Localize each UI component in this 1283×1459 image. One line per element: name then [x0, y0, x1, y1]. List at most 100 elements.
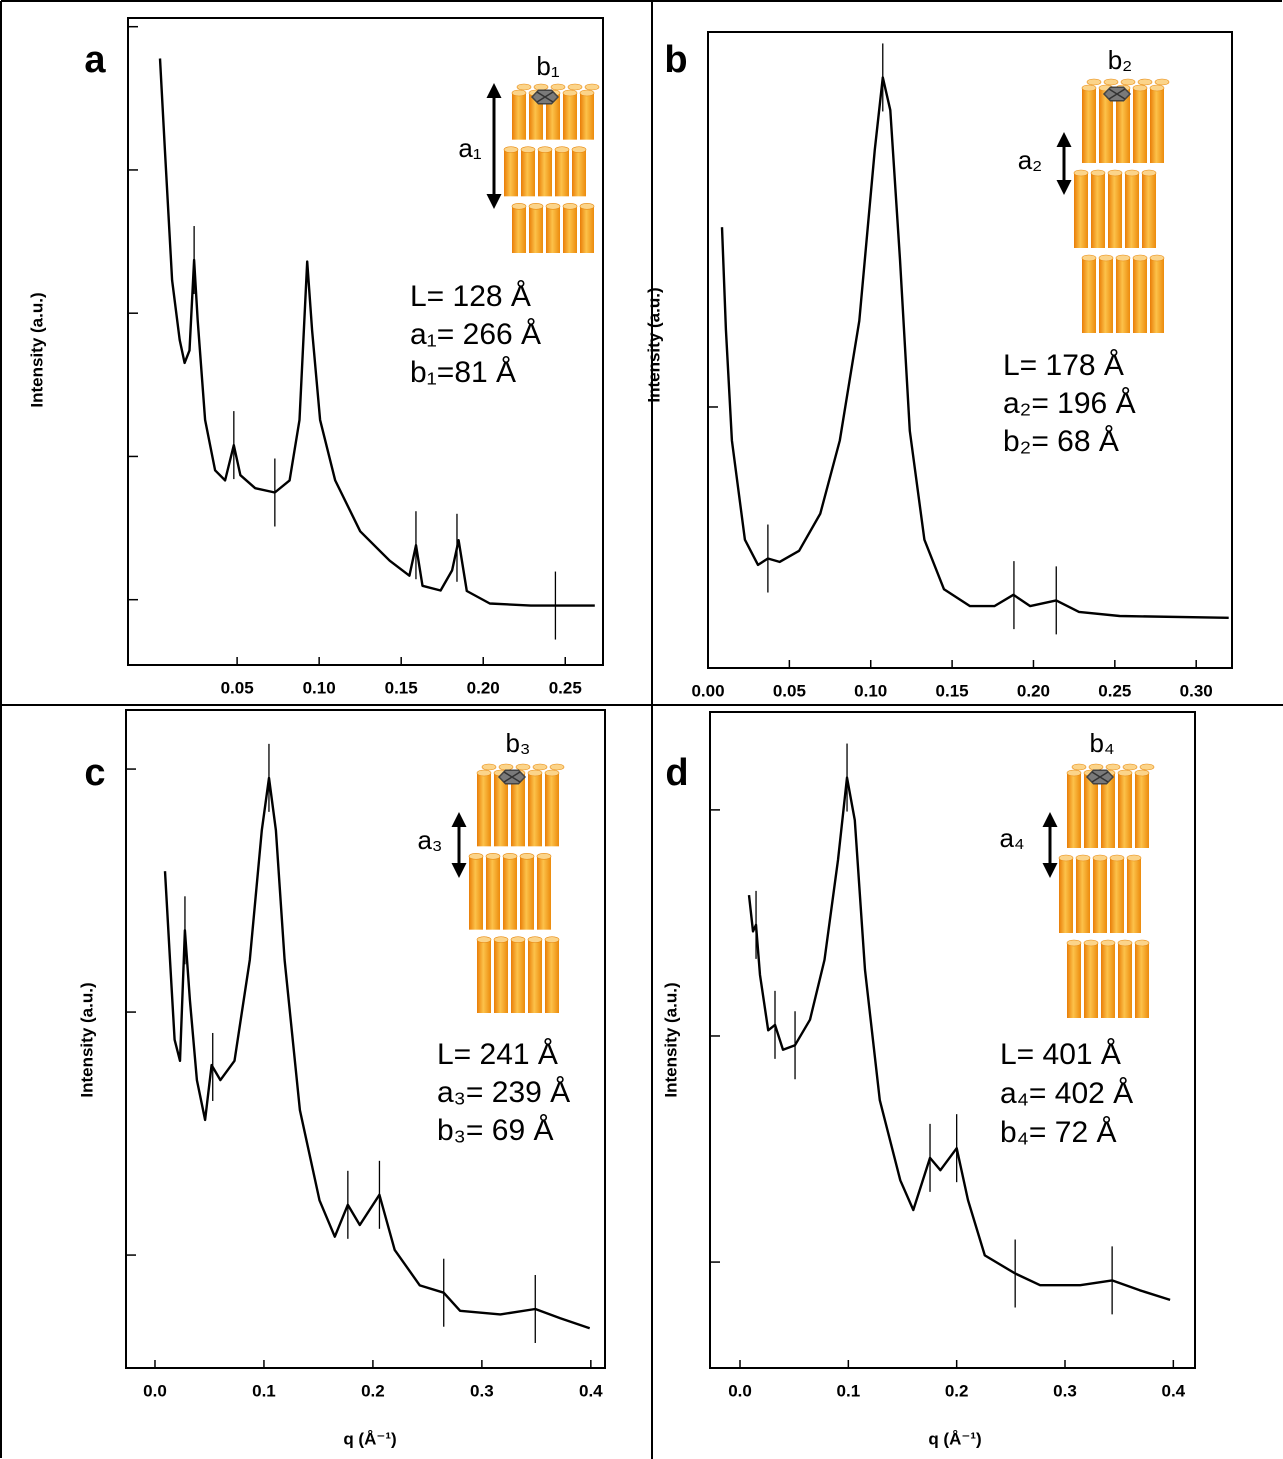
- cylinder-top: [502, 853, 518, 860]
- cylinder: [1150, 88, 1164, 163]
- cylinder: [1135, 773, 1149, 848]
- cylinder-top: [1124, 169, 1140, 177]
- annotation: L= 128 Å: [410, 280, 531, 313]
- cylinder: [528, 773, 542, 847]
- cylinder-top: [1081, 84, 1097, 92]
- x-axis-label: q (Å⁻¹): [343, 1429, 396, 1448]
- cylinder-top: [516, 83, 532, 91]
- x-tick-label: 0.2: [361, 1381, 385, 1400]
- cylinder: [1101, 943, 1115, 1018]
- plot-frame: [127, 17, 604, 666]
- plot-frame: [125, 709, 606, 1369]
- cylinder: [1118, 943, 1132, 1018]
- y-axis-label: Intensity (a.u.): [77, 982, 96, 1097]
- cylinder: [1110, 858, 1124, 933]
- cylinder: [572, 149, 586, 197]
- cylinder-top: [1149, 84, 1165, 92]
- inset-label: a₂: [1018, 145, 1043, 175]
- cylinder-top: [1098, 254, 1114, 262]
- hexagon-cross: [503, 771, 521, 783]
- annotation: b₄= 72 Å: [1000, 1116, 1117, 1149]
- structure-inset: [486, 83, 600, 253]
- annotation: b₂= 68 Å: [1003, 425, 1119, 458]
- cylinder: [528, 939, 542, 1013]
- cylinder: [477, 773, 491, 847]
- x-tick-label: 0.1: [252, 1381, 276, 1400]
- cylinder: [1084, 773, 1098, 848]
- cylinder-top: [1134, 769, 1150, 777]
- x-tick-label: 0.0: [143, 1381, 167, 1400]
- cylinder: [511, 939, 525, 1013]
- cylinder: [512, 206, 526, 253]
- intensity-curve: [158, 58, 595, 607]
- y-axis-label: Intensity (a.u.): [27, 292, 46, 407]
- hexagon-cross: [536, 91, 554, 103]
- cylinder-top: [549, 763, 565, 771]
- cylinder-top: [544, 936, 560, 943]
- cylinder-top: [1117, 939, 1133, 947]
- inset-label: b₃: [505, 728, 530, 758]
- cylinder-top: [1126, 854, 1142, 862]
- cylinder: [529, 206, 543, 253]
- cylinder: [1076, 858, 1090, 933]
- cylinder-top: [511, 203, 527, 210]
- cylinder-top: [1073, 169, 1089, 177]
- cylinder: [1101, 773, 1115, 848]
- cylinder: [1116, 258, 1130, 333]
- annotation: a₄= 402 Å: [1000, 1077, 1133, 1110]
- cylinder: [546, 206, 560, 253]
- cylinder-top: [1132, 254, 1148, 262]
- cylinder: [1108, 173, 1122, 248]
- cylinder: [1125, 173, 1139, 248]
- cylinder-top: [1071, 763, 1087, 771]
- cylinder: [1133, 88, 1147, 163]
- cylinder-top: [1100, 939, 1116, 947]
- annotation: a₁= 266 Å: [410, 318, 541, 351]
- inset-label: b₂: [1108, 45, 1133, 75]
- cylinder-top: [498, 763, 514, 771]
- x-tick-label: 0.2: [945, 1381, 969, 1400]
- hexagon-cross: [1108, 88, 1126, 100]
- cylinder: [1150, 258, 1164, 333]
- cylinder-top: [567, 83, 583, 91]
- cylinder-top: [1154, 78, 1170, 86]
- x-tick-label: 0.3: [470, 1381, 494, 1400]
- cylinder: [486, 856, 500, 930]
- structure-inset: [1042, 763, 1155, 1018]
- cylinder: [580, 206, 594, 253]
- cylinder: [1082, 258, 1096, 333]
- structure-inset: [451, 763, 565, 1013]
- cylinder-top: [485, 853, 501, 860]
- cylinder: [504, 149, 518, 197]
- x-tick-label: 0.1: [837, 1381, 861, 1400]
- cylinder: [555, 149, 569, 197]
- x-tick-label: 0.3: [1053, 1381, 1077, 1400]
- cylinder-top: [476, 936, 492, 943]
- cylinder-top: [1083, 939, 1099, 947]
- cylinder-top: [1134, 939, 1150, 947]
- cylinder-top: [562, 203, 578, 210]
- cylinder-top: [1105, 763, 1121, 771]
- annotation: L= 178 Å: [1003, 349, 1124, 382]
- cylinder-top: [1137, 78, 1153, 86]
- cylinder: [1067, 943, 1081, 1018]
- x-axis-label: q (Å⁻¹): [928, 1429, 981, 1448]
- x-tick-label: 0.20: [1017, 681, 1050, 700]
- panel-letter: b: [664, 39, 687, 81]
- x-tick-label: 0.4: [1162, 1381, 1186, 1400]
- cylinder: [529, 93, 543, 140]
- cylinder-top: [1149, 254, 1165, 262]
- cylinder-top: [1066, 939, 1082, 947]
- cylinder-top: [510, 936, 526, 943]
- x-tick-label: 0.15: [936, 681, 969, 700]
- panel-letter: a: [84, 39, 106, 81]
- cylinder: [520, 856, 534, 930]
- cylinder: [563, 206, 577, 253]
- cylinder: [1116, 88, 1130, 163]
- y-axis-label: Intensity (a.u.): [661, 982, 680, 1097]
- cylinder-top: [1141, 169, 1157, 177]
- annotation: L= 401 Å: [1000, 1038, 1121, 1071]
- cylinder-top: [1103, 78, 1119, 86]
- cylinder-top: [1109, 854, 1125, 862]
